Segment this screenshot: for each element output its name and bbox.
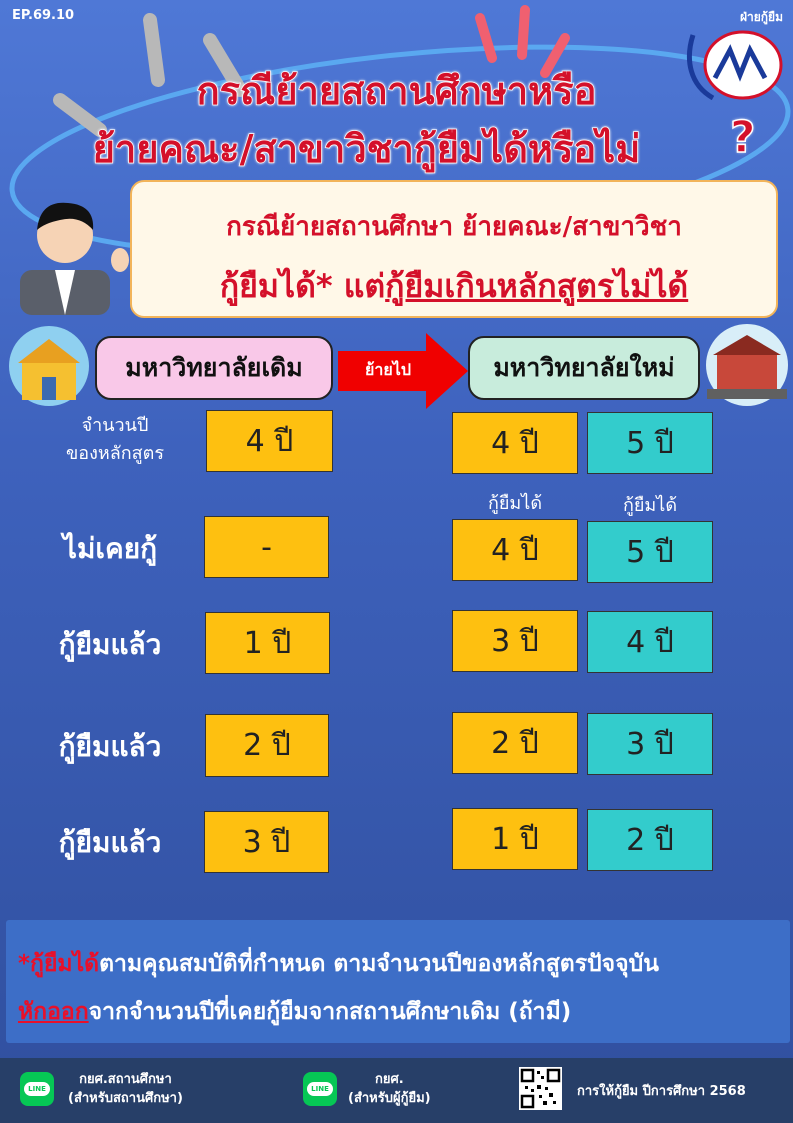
row-label-borrowed-3: กู้ยืมแล้ว xyxy=(58,826,162,859)
row2-old: 1 ปี xyxy=(205,612,330,674)
footnote-rest-1: ตามคุณสมบัติที่กำหนด ตามจำนวนปีของหลักสู… xyxy=(99,951,659,977)
episode-label: EP.69.10 xyxy=(12,8,75,23)
course-years-label-1: จำนวนปี xyxy=(81,415,149,436)
question-mark: ? xyxy=(729,111,756,164)
course-years-label-2: ของหลักสูตร xyxy=(65,443,165,464)
arrow-right-icon xyxy=(338,333,468,409)
qr-caption: การให้กู้ยืม ปีการศึกษา 2568 xyxy=(577,1084,746,1099)
row3-new-b: 3 ปี xyxy=(587,713,713,775)
title-line-1: กรณีย้ายสถานศึกษาหรือ xyxy=(196,68,597,114)
move-label: ย้ายไป xyxy=(365,360,411,379)
borrowable-label-b: กู้ยืมได้ xyxy=(622,495,678,516)
info-line-2: กู้ยืมได้* แต่กู้ยืมเกินหลักสูตรไม่ได้ xyxy=(132,261,776,312)
old-university-pill: มหาวิทยาลัยเดิม xyxy=(95,336,333,400)
row2-new-a: 3 ปี xyxy=(452,610,578,672)
info-line-2-plain: กู้ยืมได้* แต่ xyxy=(219,267,386,305)
info-line-2-underlined: กู้ยืมเกินหลักสูตรไม่ได้ xyxy=(385,267,689,305)
row4-new-a: 1 ปี xyxy=(452,808,578,870)
footnote-box: *กู้ยืมได้ตามคุณสมบัติที่กำหนด ตามจำนวนป… xyxy=(6,920,790,1043)
contact2-title: กยศ. xyxy=(374,1072,404,1087)
footnote-line-2: หักออกจากจำนวนปีที่เคยกู้ยืมจากสถานศึกษา… xyxy=(18,988,780,1036)
old-school-icon xyxy=(9,326,89,406)
new-course-years-b: 5 ปี xyxy=(587,412,713,474)
title-line-2: ย้ายคณะ/สาขาวิชากู้ยืมได้หรือไม่ xyxy=(92,126,641,172)
row4-old: 3 ปี xyxy=(204,811,329,873)
row2-new-b: 4 ปี xyxy=(587,611,713,673)
contact-borrower[interactable]: กยศ. (สำหรับผู้กู้ยืม) xyxy=(348,1070,431,1108)
row3-new-a: 2 ปี xyxy=(452,712,578,774)
old-course-years: 4 ปี xyxy=(206,410,333,472)
new-school-icon xyxy=(706,324,788,406)
row3-old: 2 ปี xyxy=(205,714,329,777)
line-icon-text: LINE xyxy=(24,1082,50,1096)
new-course-years-a: 4 ปี xyxy=(452,412,578,474)
footnote-rest-2: จากจำนวนปีที่เคยกู้ยืมจากสถานศึกษาเดิม (… xyxy=(88,999,572,1025)
info-line-1: กรณีย้ายสถานศึกษา ย้ายคณะ/สาขาวิชา xyxy=(226,212,682,242)
footnote-red-2: หักออก xyxy=(18,999,89,1025)
row1-new-a: 4 ปี xyxy=(452,519,578,581)
contact2-sub: (สำหรับผู้กู้ยืม) xyxy=(348,1091,431,1106)
new-university-pill: มหาวิทยาลัยใหม่ xyxy=(468,336,700,400)
footer: LINE กยศ.สถานศึกษา (สำหรับสถานศึกษา) LIN… xyxy=(0,1058,793,1123)
department-label: ฝ่ายกู้ยืม xyxy=(739,10,783,24)
contact1-title: กยศ.สถานศึกษา xyxy=(79,1072,172,1087)
row4-new-b: 2 ปี xyxy=(587,809,713,871)
contact1-sub: (สำหรับสถานศึกษา) xyxy=(68,1091,183,1106)
logo xyxy=(687,30,783,100)
row1-old: - xyxy=(204,516,329,578)
info-box: กรณีย้ายสถานศึกษา ย้ายคณะ/สาขาวิชา กู้ยื… xyxy=(130,180,778,318)
row-label-never-borrowed: ไม่เคยกู้ xyxy=(62,532,158,565)
row-label-borrowed-2: กู้ยืมแล้ว xyxy=(58,730,162,763)
course-years-label: จำนวนปี ของหลักสูตร xyxy=(30,412,200,468)
row1-new-b: 5 ปี xyxy=(587,521,713,583)
borrowable-label-a: กู้ยืมได้ xyxy=(487,493,543,514)
person-illustration xyxy=(20,202,129,315)
row-label-borrowed-1: กู้ยืมแล้ว xyxy=(58,628,162,661)
line-icon[interactable]: LINE xyxy=(303,1072,337,1106)
contact-institution[interactable]: กยศ.สถานศึกษา (สำหรับสถานศึกษา) xyxy=(68,1070,183,1108)
line-icon-text: LINE xyxy=(307,1082,333,1096)
footnote-line-1: *กู้ยืมได้ตามคุณสมบัติที่กำหนด ตามจำนวนป… xyxy=(18,940,780,988)
line-icon[interactable]: LINE xyxy=(20,1072,54,1106)
footnote-red-1: *กู้ยืมได้ xyxy=(18,951,100,977)
qr-code-icon[interactable] xyxy=(519,1067,562,1110)
